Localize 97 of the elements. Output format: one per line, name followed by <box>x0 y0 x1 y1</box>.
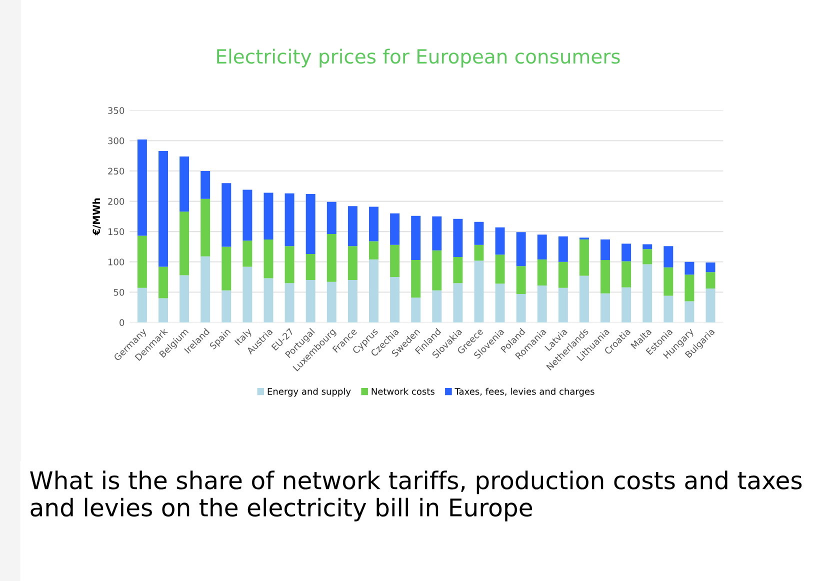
bar <box>264 278 274 322</box>
bar <box>158 298 168 322</box>
bar <box>642 244 652 250</box>
legend-label: Network costs <box>372 388 434 395</box>
bar <box>242 190 252 241</box>
bar <box>642 249 652 264</box>
bar <box>600 293 610 322</box>
bar <box>284 283 294 322</box>
bar <box>326 234 336 282</box>
bar <box>326 202 336 234</box>
bar <box>706 288 716 322</box>
bar <box>306 254 316 280</box>
bar <box>516 232 526 266</box>
bar <box>369 206 378 242</box>
bar <box>516 294 526 322</box>
bar <box>495 227 505 255</box>
bar <box>348 246 358 280</box>
bar <box>684 274 694 302</box>
y-tick-label: 350 <box>108 107 124 114</box>
bar <box>390 244 400 278</box>
bar <box>137 288 147 322</box>
bar <box>684 301 694 322</box>
bar <box>453 283 463 322</box>
bar <box>453 257 463 284</box>
bar <box>326 282 336 322</box>
bar <box>453 218 463 258</box>
y-tick-label: 250 <box>108 168 124 175</box>
bar <box>432 290 442 322</box>
bar <box>306 280 316 322</box>
chart-title: Electricity prices for European consumers <box>217 48 620 68</box>
bar <box>579 239 589 276</box>
bar <box>369 259 378 322</box>
bar <box>180 275 190 322</box>
bar <box>664 246 674 268</box>
bar <box>200 198 210 256</box>
bar <box>137 236 147 288</box>
text: What is the share of network tariffs, production costs and taxes and levies on the electricity bill in Europe <box>30 470 802 522</box>
bar <box>537 285 547 322</box>
bar <box>432 216 442 250</box>
bar <box>222 183 232 247</box>
bar <box>432 250 442 290</box>
bar <box>411 260 421 298</box>
y-tick-label: 300 <box>108 137 124 144</box>
bar <box>706 262 716 272</box>
bar <box>222 290 232 322</box>
bar <box>348 206 358 246</box>
bar <box>579 276 589 322</box>
bar <box>180 156 190 212</box>
bar <box>158 266 168 298</box>
y-tick-label: 100 <box>108 258 124 266</box>
bar <box>622 244 632 262</box>
y-tick-label: 150 <box>108 228 124 236</box>
bar <box>495 284 505 322</box>
legend-label: Taxes, fees, levies and charges <box>454 388 594 397</box>
bar <box>348 280 358 322</box>
y-axis-title: €/MWh <box>92 198 101 236</box>
bar <box>558 288 568 322</box>
bar <box>158 150 168 267</box>
bar <box>200 256 210 322</box>
bar <box>264 192 274 240</box>
bar <box>495 254 505 284</box>
bar <box>242 240 252 267</box>
bar <box>200 170 210 199</box>
bar <box>474 244 484 261</box>
bar <box>537 234 547 260</box>
bar <box>306 194 316 254</box>
bar <box>537 259 547 286</box>
bar <box>411 298 421 322</box>
bar <box>622 261 632 288</box>
bar <box>137 139 147 236</box>
bar <box>600 260 610 294</box>
bar <box>684 262 694 275</box>
bar <box>642 264 652 322</box>
y-tick-label: 0 <box>120 319 124 326</box>
y-tick-label: 200 <box>108 198 124 205</box>
legend-label: Energy and supply <box>268 388 351 397</box>
bar <box>264 239 274 278</box>
bar <box>558 236 568 262</box>
bar <box>390 213 400 245</box>
bar <box>622 287 632 322</box>
bar <box>516 266 526 294</box>
bar <box>369 241 378 260</box>
bar <box>474 260 484 322</box>
bar <box>664 267 674 296</box>
bar <box>706 272 716 289</box>
bar <box>222 246 232 290</box>
bar <box>242 266 252 322</box>
bar <box>411 216 421 260</box>
bar <box>390 277 400 322</box>
bar <box>284 246 294 284</box>
bar <box>558 262 568 288</box>
bar <box>664 296 674 322</box>
bar <box>180 212 190 276</box>
bar <box>474 222 484 245</box>
y-tick-label: 50 <box>114 288 124 296</box>
bar <box>600 239 610 260</box>
bar <box>284 193 294 246</box>
